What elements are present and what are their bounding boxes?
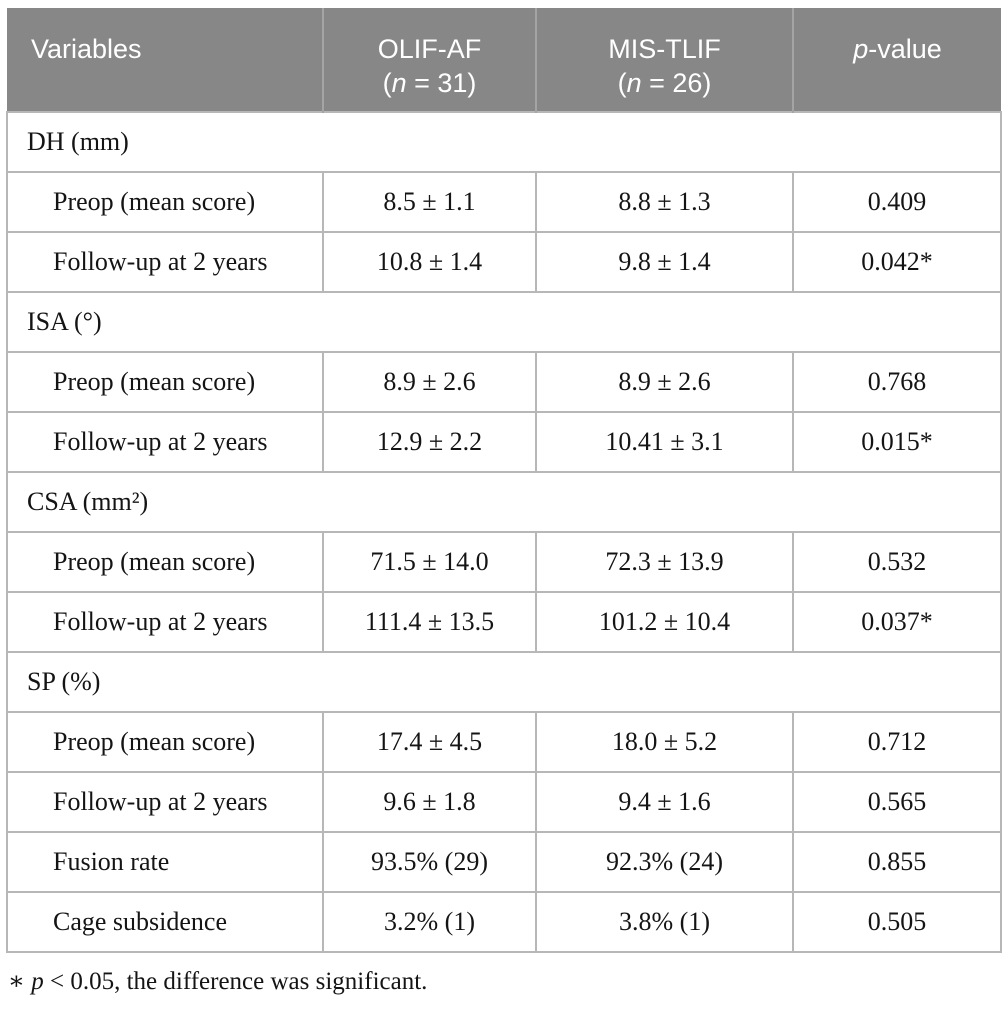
table-row: Follow-up at 2 years 10.8 ± 1.4 9.8 ± 1.4 0… bbox=[6, 231, 1002, 293]
section-row: SP (%) bbox=[6, 651, 1002, 713]
p-value: 0.712 bbox=[792, 711, 1002, 773]
olif-value: 9.6 ± 1.8 bbox=[322, 771, 537, 833]
olif-value: 12.9 ± 2.2 bbox=[322, 411, 537, 473]
p-value: 0.505 bbox=[792, 891, 1002, 953]
olif-value: 8.5 ± 1.1 bbox=[322, 171, 537, 233]
table-header-row: Variables OLIF-AF (n = 31) MIS-TLIF (n =… bbox=[7, 8, 1001, 112]
row-label: Preop (mean score) bbox=[6, 711, 324, 773]
mis-value: 101.2 ± 10.4 bbox=[535, 591, 794, 653]
section-label: SP (%) bbox=[6, 651, 1002, 713]
section-label: DH (mm) bbox=[6, 111, 1002, 173]
header-olif-af: OLIF-AF (n = 31) bbox=[322, 8, 536, 112]
header-olif-line1: OLIF-AF bbox=[377, 34, 482, 64]
table-body: DH (mm) Preop (mean score) 8.5 ± 1.1 8.8 ± … bbox=[6, 111, 1002, 953]
section-row: ISA (°) bbox=[6, 291, 1002, 353]
mis-value: 92.3% (24) bbox=[535, 831, 794, 893]
p-value: 0.855 bbox=[792, 831, 1002, 893]
mis-value: 10.41 ± 3.1 bbox=[535, 411, 794, 473]
table-footnote: ∗ p < 0.05, the difference was significa… bbox=[6, 966, 1002, 996]
olif-value: 17.4 ± 4.5 bbox=[322, 711, 537, 773]
table-row: Fusion rate 93.5% (29) 92.3% (24) 0.855 bbox=[6, 831, 1002, 893]
header-mis-line1: MIS-TLIF bbox=[608, 34, 721, 64]
olif-value: 93.5% (29) bbox=[322, 831, 537, 893]
mis-value: 8.9 ± 2.6 bbox=[535, 351, 794, 413]
p-value: 0.532 bbox=[792, 531, 1002, 593]
footnote-text: < 0.05, the difference was significant. bbox=[43, 968, 428, 995]
p-value: 0.042* bbox=[792, 231, 1002, 293]
mis-value: 9.4 ± 1.6 bbox=[535, 771, 794, 833]
row-label: Preop (mean score) bbox=[6, 171, 324, 233]
row-label: Follow-up at 2 years bbox=[6, 231, 324, 293]
table-row: Follow-up at 2 years 111.4 ± 13.5 101.2 ± … bbox=[6, 591, 1002, 653]
row-label: Follow-up at 2 years bbox=[6, 411, 324, 473]
p-value: 0.037* bbox=[792, 591, 1002, 653]
row-label: Cage subsidence bbox=[6, 891, 324, 953]
mis-value: 3.8% (1) bbox=[535, 891, 794, 953]
header-mis-tlif: MIS-TLIF (n = 26) bbox=[535, 8, 793, 112]
olif-value: 111.4 ± 13.5 bbox=[322, 591, 537, 653]
p-value: 0.768 bbox=[792, 351, 1002, 413]
p-value: 0.565 bbox=[792, 771, 1002, 833]
table-row: Follow-up at 2 years 9.6 ± 1.8 9.4 ± 1.6 0.… bbox=[6, 771, 1002, 833]
footnote-p: p bbox=[31, 968, 44, 995]
table-row: Cage subsidence 3.2% (1) 3.8% (1) 0.505 bbox=[6, 891, 1002, 953]
mis-value: 8.8 ± 1.3 bbox=[535, 171, 794, 233]
header-olif-line2: (n = 31) bbox=[382, 68, 477, 98]
olif-value: 10.8 ± 1.4 bbox=[322, 231, 537, 293]
p-value: 0.409 bbox=[792, 171, 1002, 233]
table-row: Preop (mean score) 71.5 ± 14.0 72.3 ± 13.9… bbox=[6, 531, 1002, 593]
mis-value: 9.8 ± 1.4 bbox=[535, 231, 794, 293]
table-row: Preop (mean score) 17.4 ± 4.5 18.0 ± 5.2 0.… bbox=[6, 711, 1002, 773]
section-row: DH (mm) bbox=[6, 111, 1002, 173]
footnote-asterisk: ∗ bbox=[8, 968, 32, 995]
section-label: CSA (mm²) bbox=[6, 471, 1002, 533]
olif-value: 3.2% (1) bbox=[322, 891, 537, 953]
section-row: CSA (mm²) bbox=[6, 471, 1002, 533]
header-variables: Variables bbox=[7, 8, 323, 112]
row-label: Preop (mean score) bbox=[6, 531, 324, 593]
row-label: Preop (mean score) bbox=[6, 351, 324, 413]
comparison-table: Variables OLIF-AF (n = 31) MIS-TLIF (n =… bbox=[6, 8, 1002, 953]
row-label: Follow-up at 2 years bbox=[6, 771, 324, 833]
p-value: 0.015* bbox=[792, 411, 1002, 473]
table-row: Preop (mean score) 8.9 ± 2.6 8.9 ± 2.6 0.76… bbox=[6, 351, 1002, 413]
header-variables-label: Variables bbox=[31, 34, 142, 64]
section-label: ISA (°) bbox=[6, 291, 1002, 353]
table-row: Follow-up at 2 years 12.9 ± 2.2 10.41 ± 3.… bbox=[6, 411, 1002, 473]
row-label: Fusion rate bbox=[6, 831, 324, 893]
olif-value: 8.9 ± 2.6 bbox=[322, 351, 537, 413]
mis-value: 18.0 ± 5.2 bbox=[535, 711, 794, 773]
mis-value: 72.3 ± 13.9 bbox=[535, 531, 794, 593]
table-row: Preop (mean score) 8.5 ± 1.1 8.8 ± 1.3 0.40… bbox=[6, 171, 1002, 233]
header-p-value: p-value bbox=[792, 8, 1001, 112]
row-label: Follow-up at 2 years bbox=[6, 591, 324, 653]
olif-value: 71.5 ± 14.0 bbox=[322, 531, 537, 593]
header-mis-line2: (n = 26) bbox=[617, 68, 712, 98]
